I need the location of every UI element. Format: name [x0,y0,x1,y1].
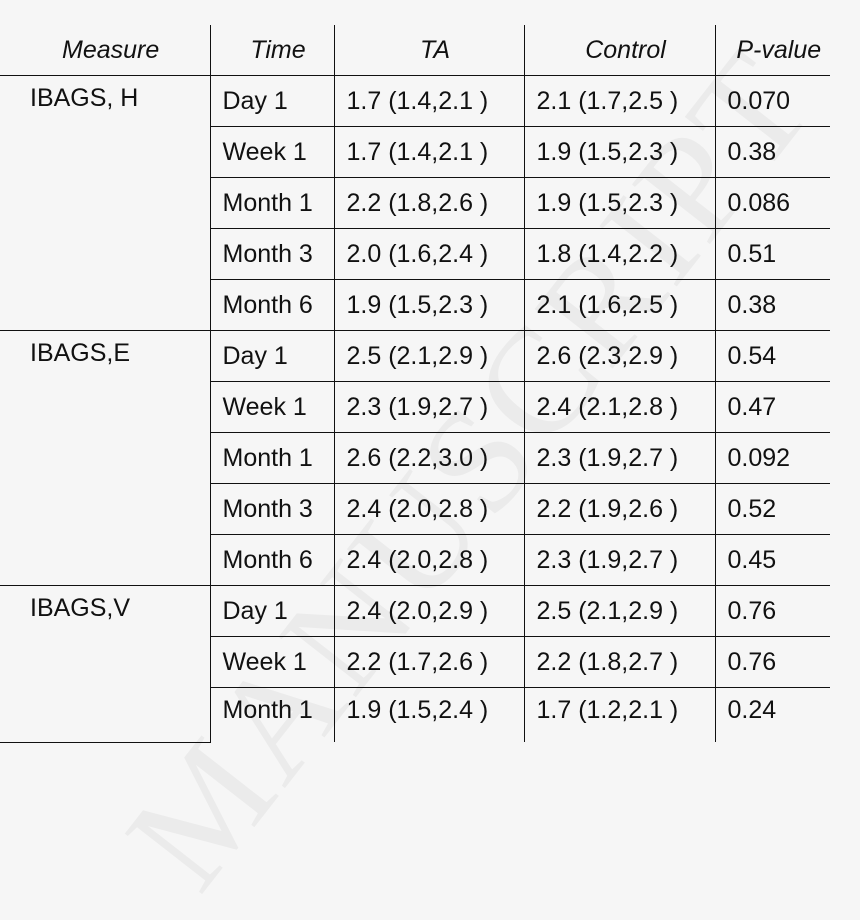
control-cell: 2.2 (1.8,2.7 ) [523,636,715,688]
time-cell: Month 3 [209,483,334,535]
control-cell: 2.2 (1.9,2.6 ) [523,483,715,535]
time-cell: Month 3 [209,228,334,280]
time-cell: Week 1 [209,126,334,178]
ta-cell: 2.4 (2.0,2.8 ) [333,483,524,535]
ta-cell: 1.7 (1.4,2.1 ) [333,75,524,127]
table-row: Week 1 1.7 (1.4,2.1 ) 1.9 (1.5,2.3 ) 0.38 [0,126,830,178]
table-row: Month 1 1.9 (1.5,2.4 ) 1.7 (1.2,2.1 ) 0.24 [0,687,830,742]
ta-cell: 2.3 (1.9,2.7 ) [333,381,524,433]
header-row: Measure Time TA Control P-value [0,25,830,76]
control-cell: 2.1 (1.7,2.5 ) [523,75,715,127]
table-row: IBAGS,V Day 1 2.4 (2.0,2.9 ) 2.5 (2.1,2.9 )… [0,585,830,743]
ta-cell: 2.6 (2.2,3.0 ) [333,432,524,484]
table-header: Measure Time TA Control P-value [0,25,830,76]
time-cell: Day 1 [209,330,334,382]
control-cell: 2.3 (1.9,2.7 ) [523,432,715,484]
p-value-cell: 0.52 [714,483,830,535]
ta-cell: 2.4 (2.0,2.9 ) [333,585,524,637]
table-row: IBAGS,E Day 1 2.5 (2.1,2.9 ) 2.6 (2.3,2.9 )… [0,330,830,586]
p-value-cell: 0.54 [714,330,830,382]
header-measure: Measure [0,25,210,76]
table-row: Month 1 2.2 (1.8,2.6 ) 1.9 (1.5,2.3 ) 0.086 [0,177,830,229]
ta-cell: 2.5 (2.1,2.9 ) [333,330,524,382]
time-cell: Month 6 [209,534,334,586]
header-time: Time [209,25,334,76]
table-row: Month 6 1.9 (1.5,2.3 ) 2.1 (1.6,2.5 ) 0.38 [0,279,830,331]
time-cell: Day 1 [209,585,334,637]
table-row: Month 6 2.4 (2.0,2.8 ) 2.3 (1.9,2.7 ) 0.45 [0,534,830,586]
time-cell: Day 1 [209,75,334,127]
p-value-cell: 0.76 [714,636,830,688]
p-value-cell: 0.070 [714,75,830,127]
p-value-cell: 0.092 [714,432,830,484]
p-value-cell: 0.47 [714,381,830,433]
ta-cell: 2.2 (1.8,2.6 ) [333,177,524,229]
header-p-value: P-value [714,25,830,76]
control-cell: 2.3 (1.9,2.7 ) [523,534,715,586]
ta-cell: 2.4 (2.0,2.8 ) [333,534,524,586]
ta-cell: 1.7 (1.4,2.1 ) [333,126,524,178]
measure-cell: IBAGS, H [0,75,210,331]
ta-cell: 1.9 (1.5,2.3 ) [333,279,524,331]
control-cell: 1.8 (1.4,2.2 ) [523,228,715,280]
table-body: IBAGS, H Day 1 1.7 (1.4,2.1 ) 2.1 (1.7,2.5 … [0,75,830,743]
ta-cell: 1.9 (1.5,2.4 ) [333,687,524,742]
p-value-cell: 0.24 [714,687,830,742]
control-cell: 1.7 (1.2,2.1 ) [523,687,715,742]
time-cell: Month 6 [209,279,334,331]
p-value-cell: 0.38 [714,279,830,331]
table-row: IBAGS, H Day 1 1.7 (1.4,2.1 ) 2.1 (1.7,2.5 … [0,75,830,331]
header-control: Control [523,25,715,76]
ta-cell: 2.0 (1.6,2.4 ) [333,228,524,280]
time-cell: Month 1 [209,432,334,484]
p-value-cell: 0.086 [714,177,830,229]
table-row: Week 1 2.2 (1.7,2.6 ) 2.2 (1.8,2.7 ) 0.76 [0,636,830,688]
p-value-cell: 0.51 [714,228,830,280]
control-cell: 2.4 (2.1,2.8 ) [523,381,715,433]
control-cell: 1.9 (1.5,2.3 ) [523,126,715,178]
time-cell: Month 1 [209,687,334,742]
control-cell: 2.6 (2.3,2.9 ) [523,330,715,382]
measure-cell: IBAGS,V [0,585,210,743]
control-cell: 2.5 (2.1,2.9 ) [523,585,715,637]
table-row: Month 1 2.6 (2.2,3.0 ) 2.3 (1.9,2.7 ) 0.092 [0,432,830,484]
control-cell: 2.1 (1.6,2.5 ) [523,279,715,331]
p-value-cell: 0.76 [714,585,830,637]
time-cell: Week 1 [209,381,334,433]
p-value-cell: 0.45 [714,534,830,586]
table-row: Week 1 2.3 (1.9,2.7 ) 2.4 (2.1,2.8 ) 0.47 [0,381,830,433]
header-ta: TA [333,25,524,76]
measure-cell: IBAGS,E [0,330,210,586]
time-cell: Month 1 [209,177,334,229]
table-row: Month 3 2.4 (2.0,2.8 ) 2.2 (1.9,2.6 ) 0.52 [0,483,830,535]
table-row: Month 3 2.0 (1.6,2.4 ) 1.8 (1.4,2.2 ) 0.51 [0,228,830,280]
ta-cell: 2.2 (1.7,2.6 ) [333,636,524,688]
control-cell: 1.9 (1.5,2.3 ) [523,177,715,229]
results-table: Measure Time TA Control P-value IBAGS, H… [0,25,830,743]
p-value-cell: 0.38 [714,126,830,178]
time-cell: Week 1 [209,636,334,688]
